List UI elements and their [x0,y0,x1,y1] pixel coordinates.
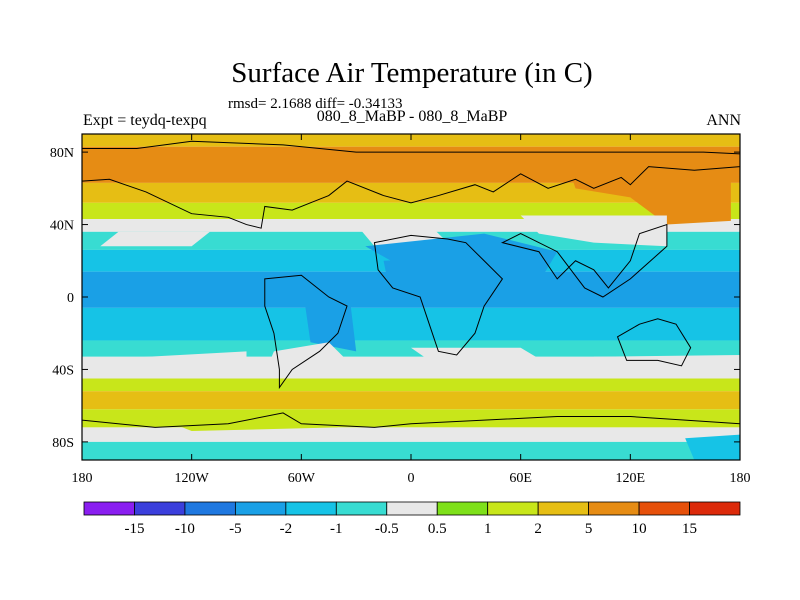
colorbar-box-1 [134,501,186,516]
colorbar-label-9: 5 [585,521,593,537]
map-plot [82,134,740,460]
anomaly-regions [82,161,740,460]
temperature-band-14 [82,427,740,442]
colorbar-box-3 [234,501,287,516]
colorbar-label-3: -2 [280,521,293,537]
chart-subtitle: 080_8_MaBP - 080_8_MaBP [317,108,508,125]
temperature-band-8 [82,307,740,341]
y-tick-label-3: 40S [52,363,74,378]
colorbar-label-5: -0.5 [375,521,399,537]
y-tick-label-0: 80N [50,146,74,161]
stats-text: rmsd= 2.1688 diff= -0.34133 [228,96,403,112]
y-tick-label-4: 80S [52,436,74,451]
coastline-australia [616,318,692,367]
colorbar-box-0 [83,501,135,516]
x-tick-label-3: 0 [408,471,415,486]
x-tick-label-4: 60E [509,471,532,486]
region-green-south-ocean [155,412,338,432]
region-white-south-atlantic [411,347,558,374]
colorbar-box-8 [487,501,539,516]
region-blue-america [301,275,357,352]
colorbar-label-1: -10 [175,521,195,537]
y-tick-label-2: 0 [67,291,74,306]
experiment-label: Expt = teydq-texpq [83,112,207,129]
colorbar: -15 -10 -5 -2 -1 -0.5 0.5 1 2 5 10 15 [83,501,741,537]
temperature-band-15 [82,441,740,460]
region-white-south-pacific [82,351,247,374]
colorbar-box-5 [335,501,388,516]
coastline-africa [373,234,504,356]
region-white-pacific [100,231,210,247]
coastline-asia-south [500,223,668,298]
region-blue-antarctic-east [685,434,740,460]
x-tick-label-2: 60W [288,471,316,486]
chart-title: Surface Air Temperature (in C) [231,57,592,89]
colorbar-box-7 [436,501,489,516]
colorbar-label-4: -1 [330,521,343,537]
colorbar-box-9 [537,501,590,516]
coastline-south-america [264,274,348,390]
coastlines [82,140,740,460]
region-white-asia [520,215,667,247]
x-tick-label-0: 180 [72,471,93,486]
colorbar-label-2: -5 [229,521,242,537]
colorbar-label-8: 2 [534,521,542,537]
x-tick-label-6: 180 [730,471,751,486]
coastline-northern-land [82,140,740,229]
coastline-antarctica [82,412,740,460]
x-tick-label-5: 120E [616,471,646,486]
x-tick-label-1: 120W [175,471,210,486]
temperature-band-11 [82,378,740,392]
colorbar-box-2 [184,501,236,516]
colorbar-label-11: 15 [682,521,697,537]
colorbar-box-12 [689,501,741,516]
colorbar-label-6: 0.5 [428,521,447,537]
season-label: ANN [706,112,741,129]
region-white-south-america [264,342,357,379]
temperature-band-3 [82,202,740,220]
region-blue-central [383,257,466,307]
region-white-south-indian [593,354,740,379]
temperature-band-12 [82,391,740,410]
colorbar-label-10: 10 [632,521,647,537]
colorbar-label-7: 1 [484,521,492,537]
region-orange-north-east [566,161,731,225]
axis-ticks: 180 120W 60W 0 60E 120E 180 80N 40N 0 40S 80S [50,134,751,486]
colorbar-label-0: -15 [124,521,144,537]
temperature-band-9 [82,340,740,357]
colorbar-box-4 [285,501,337,516]
colorbar-box-10 [588,501,640,516]
colorbar-box-6 [386,501,438,516]
colorbar-box-11 [638,501,690,516]
y-tick-label-1: 40N [50,219,74,234]
